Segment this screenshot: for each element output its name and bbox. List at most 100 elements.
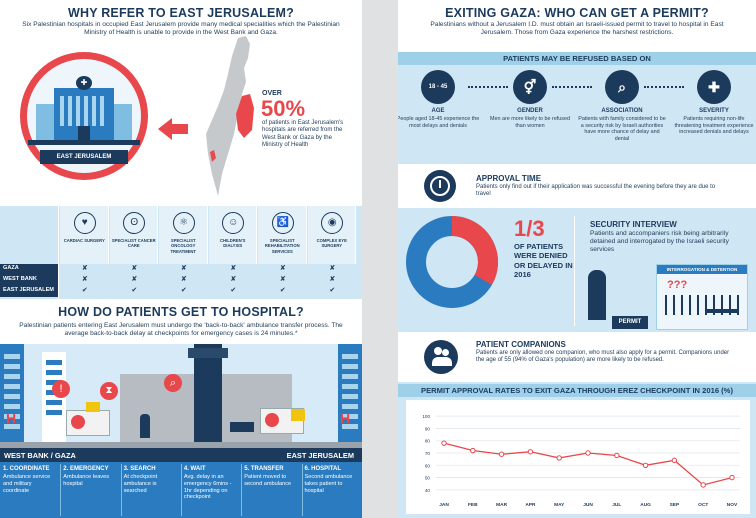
step-title: 6. HOSPITAL [304,466,342,472]
data-point [585,450,591,456]
soldier-icon [140,414,150,438]
cross-icon: ✘ [131,276,138,283]
factor-text: Patients with family considered to be a … [578,116,666,142]
person-icon [588,270,606,320]
factor-text: People aged 18-45 experience the most de… [398,116,480,129]
interview-title: SECURITY INTERVIEW [590,220,677,229]
factor-title: SEVERITY [699,108,729,114]
stat-text: OF PATIENTS WERE DENIED OR DELAYED IN 20… [514,242,573,280]
check-icon: ✔ [131,287,138,294]
approval-text: Patients only find out if their applicat… [476,184,716,198]
how-title: HOW DO PATIENTS GET TO HOSPITAL? [58,305,304,319]
x-tick-label: FEB [468,502,478,508]
x-tick-label: MAR [496,502,507,508]
stretcher-icon [230,422,254,432]
factor-text: Men are more likely to be refused than w… [490,116,570,129]
y-tick-label: 100 [422,414,430,419]
factor-title: ASSOCIATION [601,108,643,114]
checkpoint-tower [194,344,222,444]
hospital-h-left: H [6,410,17,426]
speciality-column-bg [159,206,208,264]
step-title: 3. SEARCH [123,466,156,472]
approval-section: APPROVAL TIME Patients only find out if … [398,166,756,206]
exiting-gaza-intro: Palestinians without a Jerusalem I.D. mu… [430,21,724,37]
data-point [614,452,620,459]
wheelchair-icon: ♿ [271,212,294,234]
cross-icon: ✘ [131,265,138,272]
percent-text: of patients in East Jerusalem's hospital… [262,120,344,149]
refused-section [398,52,756,164]
ambulance-left-icon [66,410,110,436]
region-label: EAST JERUSALEM [3,287,54,293]
step-text: Ambulance leaves hospital [63,474,110,487]
route-bar: WEST BANK / GAZA EAST JERUSALEM [0,448,362,462]
step-text: Second ambulance takes patient to hospit… [304,474,353,494]
cell-icon: ⚛ [172,212,195,234]
hospital-illustration: ✚ EAST JERUSALEM [14,42,164,190]
series-line [443,442,733,486]
data-point [470,447,476,454]
check-icon: ✔ [279,287,286,294]
region-rows [0,264,362,297]
factor-title: AGE [431,108,445,114]
east-jerusalem-label: EAST JERUSALEM [40,150,128,164]
approval-title: APPROVAL TIME [476,174,542,183]
step-title: 1. COORDINATE [3,466,50,472]
speciality-label: CHILDREN'S DIALYSIS [220,238,246,249]
map-icon [206,36,254,196]
eye-icon: ◉ [321,212,344,234]
step-text: Patient moved to second ambulance [244,474,292,487]
y-tick-label: 90 [425,426,431,431]
interrogation-room: INTERROGATION & DETENTION ??? [656,264,748,330]
right-panel: EXITING GAZA: WHO CAN GET A PERMIT? Pale… [398,0,756,518]
companions-section: PATIENT COMPANIONS Patients are only all… [398,334,756,380]
x-tick-label: NOV [727,502,738,508]
left-panel: WHY REFER TO EAST JERUSALEM? Six Palesti… [0,0,362,518]
ribbon-icon: ʘ [123,212,146,234]
heart-icon: ♥ [73,212,96,234]
cross-icon: ✘ [81,265,88,272]
permit-label: PERMIT [612,316,648,329]
x-tick-label: APR [525,502,536,508]
data-point [498,451,505,457]
x-tick-label: JUN [583,502,593,508]
hospital-building-icon: ✚ [54,76,114,140]
refused-header: PATIENTS MAY BE REFUSED BASED ON [398,52,756,65]
how-intro: Palestinian patients entering East Jerus… [19,322,343,338]
west-bank-gaza-label: WEST BANK / GAZA [4,451,76,460]
gender-icon: ⚥ [513,70,547,104]
data-point [441,440,447,446]
cross-icon: ✘ [329,276,336,283]
check-icon: ✔ [81,287,88,294]
region-label: GAZA [3,265,19,271]
donut-denied-arc [451,216,498,285]
data-point [527,449,534,455]
check-icon: ✔ [180,287,187,294]
data-point [729,474,735,481]
cross-icon: ✘ [279,276,286,283]
x-tick-label: OCT [698,502,708,508]
step-title: 4. WAIT [183,466,206,472]
check-icon: ✔ [230,287,237,294]
why-refer-title: WHY REFER TO EAST JERUSALEM? [68,6,294,20]
question-marks: ??? [667,279,688,291]
interrogation-label: INTERROGATION & DETENTION [657,265,747,274]
companions-title: PATIENT COMPANIONS [476,340,566,349]
factor-title: GENDER [517,108,543,114]
y-tick-label: 40 [425,488,431,493]
alert-sign-icon: ! [52,380,70,398]
cross-icon: ✘ [230,276,237,283]
companions-text: Patients are only allowed one companion,… [476,350,730,364]
x-tick-label: JUL [612,502,621,508]
data-point [556,455,562,461]
hospital-h-right: H [340,410,351,426]
speciality-label: CARDIAC SURGERY [63,238,105,243]
cross-icon: ✘ [81,276,88,283]
speciality-label: SPECIALIST REHABILITATION SERVICES [264,238,300,254]
y-tick-label: 60 [425,463,431,468]
interview-text: Patients and accompaniers risk being arb… [590,230,729,254]
over-label: OVER [262,90,282,97]
x-tick-label: SEP [670,502,680,508]
x-tick-label: MAY [554,502,565,508]
step-title: 2. EMERGENCY [63,466,109,472]
